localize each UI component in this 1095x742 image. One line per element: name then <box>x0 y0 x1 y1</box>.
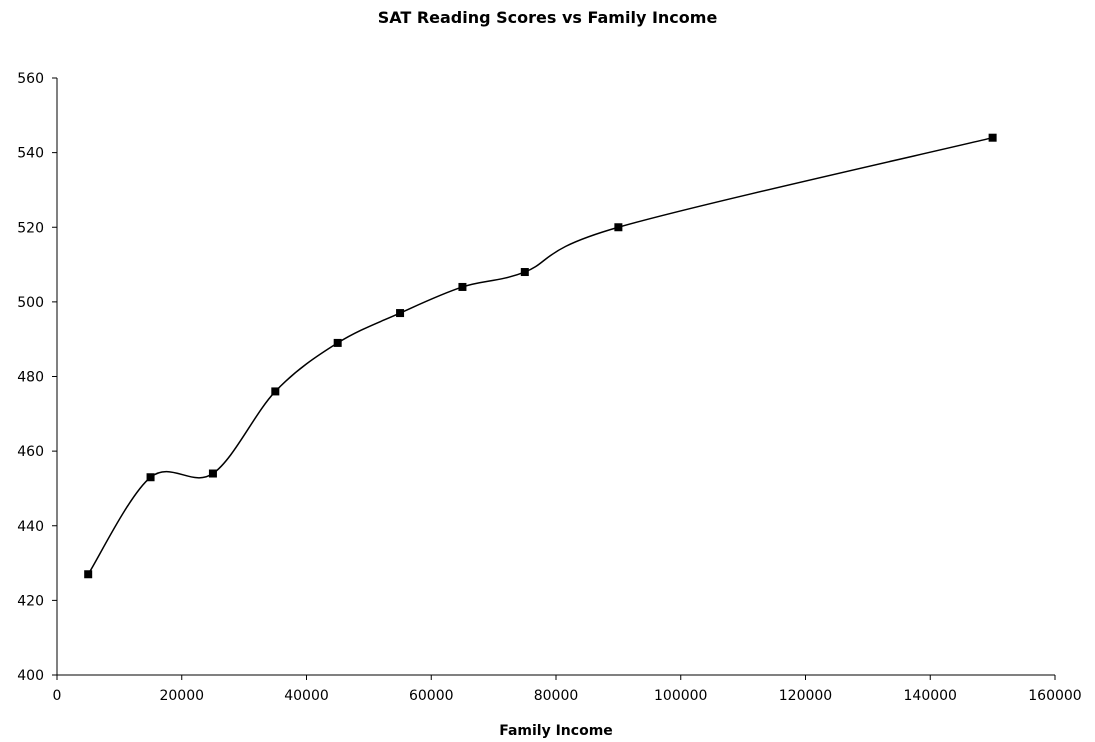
y-tick-label: 460 <box>17 444 44 460</box>
data-point-marker <box>271 387 280 396</box>
data-point-marker <box>396 309 405 318</box>
data-point-marker <box>146 473 155 482</box>
data-point-marker <box>614 223 623 232</box>
y-tick-label: 540 <box>17 146 44 162</box>
data-point-marker <box>988 133 997 142</box>
y-tick-label: 520 <box>17 220 44 236</box>
chart-title: SAT Reading Scores vs Family Income <box>377 8 718 27</box>
data-point-marker <box>458 282 467 291</box>
x-tick-label: 60000 <box>409 688 454 704</box>
x-tick-label: 100000 <box>654 688 707 704</box>
tick-marks <box>52 77 1056 680</box>
series-line <box>87 136 993 575</box>
x-axis-title: Family Income <box>499 723 613 739</box>
y-tick-label: 400 <box>17 668 44 684</box>
x-tick-label: 80000 <box>534 688 579 704</box>
x-tick-label: 40000 <box>284 688 329 704</box>
x-tick-label: 140000 <box>904 688 957 704</box>
y-tick-label: 560 <box>17 71 44 87</box>
marker-layer <box>84 133 997 579</box>
data-point-marker <box>520 268 529 277</box>
x-tick-label: 0 <box>53 688 62 704</box>
series-layer <box>87 136 993 575</box>
data-point-marker <box>84 570 93 579</box>
y-tick-label: 420 <box>17 593 44 609</box>
axes <box>56 78 1055 676</box>
data-point-marker <box>333 338 342 347</box>
y-tick-label: 440 <box>17 519 44 535</box>
data-point-marker <box>208 469 217 478</box>
x-tick-label: 20000 <box>159 688 204 704</box>
x-tick-label: 120000 <box>779 688 832 704</box>
y-tick-label: 500 <box>17 295 44 311</box>
y-tick-label: 480 <box>17 370 44 386</box>
tick-labels: 400 420 440 460 480 500 520 540 560 0 20000 40000 60… <box>17 71 1081 704</box>
x-tick-label: 160000 <box>1028 688 1081 704</box>
